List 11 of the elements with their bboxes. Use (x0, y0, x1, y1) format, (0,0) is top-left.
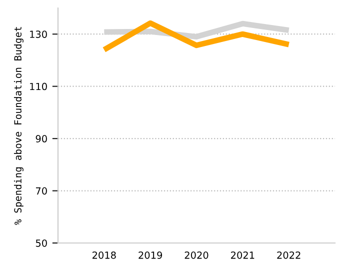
x-tick-label: 2019 (138, 252, 162, 259)
y-tick-label: 90 (36, 135, 47, 142)
x-tick-label: 2018 (92, 252, 116, 259)
y-tick-label: 50 (36, 239, 47, 247)
y-tick-label: 70 (36, 187, 47, 195)
x-tick-label: 2020 (184, 252, 208, 259)
x-tick-label: 2021 (231, 252, 254, 259)
x-tick-label: 2022 (277, 252, 300, 259)
y-axis-title: % Spending above Foundation Budget (14, 26, 24, 225)
y-tick-label: 110 (30, 82, 47, 90)
y-tick-label: 130 (30, 30, 47, 38)
